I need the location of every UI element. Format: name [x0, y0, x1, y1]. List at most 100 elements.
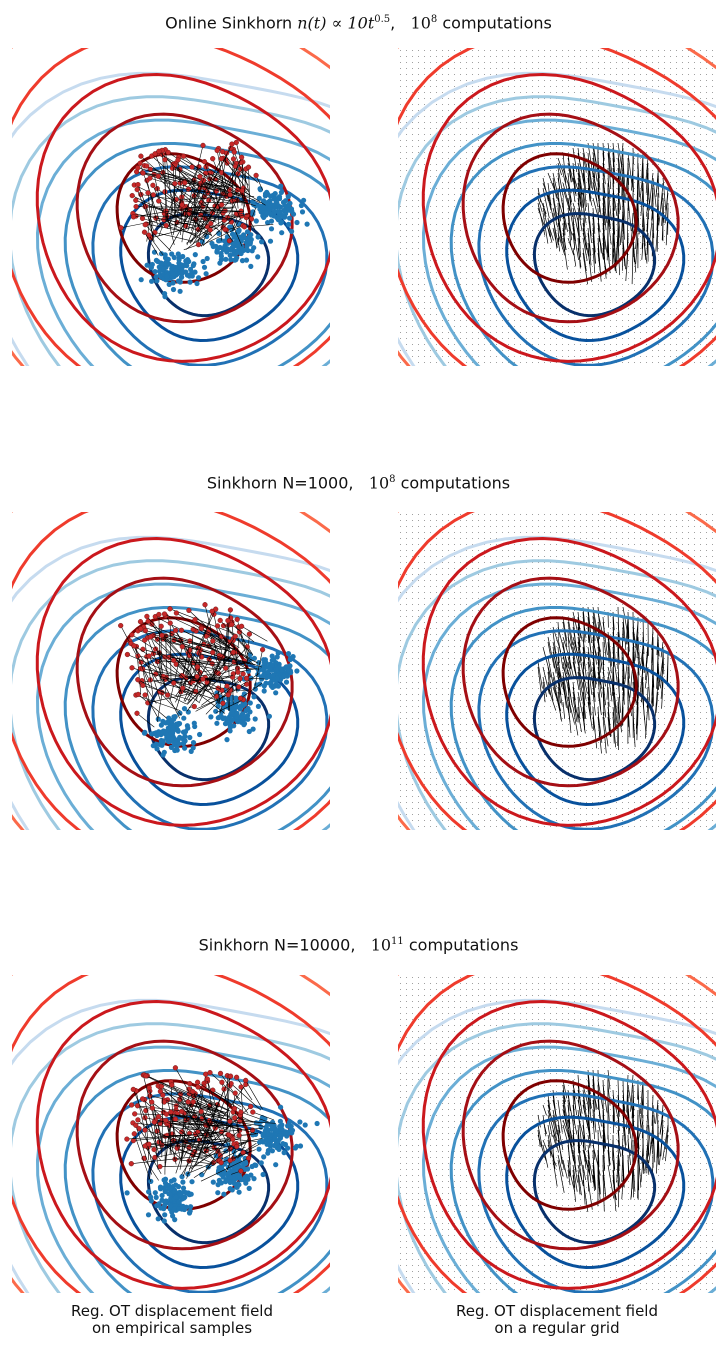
grid-dot	[526, 224, 527, 225]
grid-dot	[448, 116, 449, 117]
grid-dot	[580, 92, 581, 93]
target-point	[213, 243, 219, 249]
grid-dot	[436, 242, 437, 243]
grid-dot	[508, 296, 509, 297]
grid-dot	[412, 670, 413, 671]
displacement-arrow	[212, 640, 233, 654]
grid-dot	[406, 670, 407, 671]
grid-dot	[598, 362, 599, 363]
grid-dot	[484, 224, 485, 225]
source-point	[159, 632, 165, 639]
grid-dot	[418, 820, 419, 821]
grid-dot	[634, 308, 635, 309]
grid-dot	[550, 98, 551, 99]
grid-dot	[442, 532, 443, 533]
grid-dot	[580, 260, 581, 261]
grid-dot	[496, 248, 497, 249]
grid-dot	[682, 50, 683, 51]
grid-dot	[682, 56, 683, 57]
grid-dot	[406, 224, 407, 225]
grid-dot	[526, 260, 527, 261]
grid-dot	[406, 580, 407, 581]
grid-dot	[424, 586, 425, 587]
grid-dot	[460, 170, 461, 171]
grid-dot	[592, 158, 593, 159]
grid-dot	[454, 248, 455, 249]
grid-dot	[616, 248, 617, 249]
grid-dot	[556, 62, 557, 63]
grid-dot	[622, 326, 623, 327]
grid-dot	[496, 68, 497, 69]
grid-dot	[406, 772, 407, 773]
grid-dot	[550, 272, 551, 273]
target-point	[149, 261, 155, 268]
grid-dot	[598, 128, 599, 129]
grid-dot	[658, 314, 659, 315]
grid-dot	[430, 736, 431, 737]
grid-dot	[670, 284, 671, 285]
grid-dot	[502, 254, 503, 255]
target-point	[276, 194, 283, 200]
grid-dot	[520, 254, 521, 255]
grid-dot	[526, 80, 527, 81]
grid-dot	[448, 532, 449, 533]
grid-dot	[604, 344, 605, 345]
contour-line	[501, 152, 638, 284]
grid-dot	[442, 164, 443, 165]
grid-dot	[460, 182, 461, 183]
grid-dot	[436, 296, 437, 297]
grid-dot	[634, 140, 635, 141]
grid-dot	[496, 242, 497, 243]
grid-dot	[664, 236, 665, 237]
contour-line	[12, 535, 330, 830]
source-point	[220, 700, 226, 706]
grid-dot	[466, 194, 467, 195]
displacement-arrow	[144, 224, 172, 252]
grid-dot	[484, 350, 485, 351]
grid-dot	[478, 146, 479, 147]
grid-dot	[460, 188, 461, 189]
grid-dot	[436, 104, 437, 105]
grid-dot	[406, 736, 407, 737]
grid-dot	[436, 290, 437, 291]
grid-dot	[670, 50, 671, 51]
grid-dot	[604, 308, 605, 309]
grid-dot	[622, 140, 623, 141]
grid-dot	[478, 206, 479, 207]
grid-dot	[448, 272, 449, 273]
grid-dot	[418, 676, 419, 677]
grid-dot	[418, 278, 419, 279]
grid-dot	[478, 122, 479, 123]
grid-dot	[652, 122, 653, 123]
grid-dot	[442, 760, 443, 761]
grid-dot	[622, 104, 623, 105]
grid-dot	[556, 164, 557, 165]
grid-dot	[520, 236, 521, 237]
grid-dot	[484, 182, 485, 183]
grid-dot	[562, 146, 563, 147]
grid-dot	[412, 236, 413, 237]
target-point	[214, 720, 220, 726]
field-arrow	[592, 227, 596, 253]
contour-line	[421, 118, 716, 366]
grid-dot	[532, 56, 533, 57]
grid-dot	[406, 796, 407, 797]
grid-dot	[466, 170, 467, 171]
grid-dot	[436, 248, 437, 249]
target-point	[190, 262, 196, 269]
grid-dot	[406, 188, 407, 189]
grid-dot	[430, 128, 431, 129]
grid-dot	[412, 356, 413, 357]
displacement-arrow	[211, 663, 216, 680]
grid-dot	[466, 104, 467, 105]
grid-dot	[664, 62, 665, 63]
grid-dot	[616, 266, 617, 267]
grid-dot	[526, 182, 527, 183]
displacement-arrow	[164, 656, 238, 665]
grid-dot	[406, 628, 407, 629]
displacement-arrow	[157, 661, 214, 663]
grid-dot	[556, 224, 557, 225]
grid-dot	[436, 92, 437, 93]
grid-dot	[460, 356, 461, 357]
displacement-arrow	[207, 634, 250, 659]
